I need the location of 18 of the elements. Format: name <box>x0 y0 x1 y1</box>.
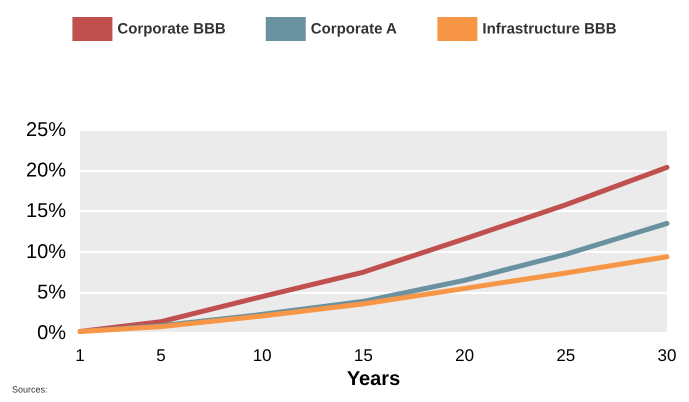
x-tick-label: 30 <box>658 346 676 366</box>
source-note: Sources: <box>12 384 48 394</box>
legend-label: Corporate A <box>310 20 398 38</box>
legend-label: Infrastructure BBB <box>482 20 617 38</box>
x-axis-title: Years <box>346 368 400 390</box>
x-tick-label: 10 <box>252 346 272 366</box>
x-tick-label: 15 <box>354 346 373 366</box>
y-tick-label: 25% <box>26 119 66 141</box>
x-tick-label: 1 <box>75 346 85 366</box>
x-tick-label: 20 <box>455 346 474 366</box>
x-tick-label: 5 <box>156 346 166 366</box>
y-tick-label: 20% <box>26 160 66 182</box>
legend-label: Corporate BBB <box>117 20 226 38</box>
x-tick-label: 25 <box>556 346 576 366</box>
y-tick-label: 15% <box>26 200 66 222</box>
y-tick-label: 0% <box>37 322 66 344</box>
y-tick-label: 5% <box>37 281 66 304</box>
y-tick-label: 10% <box>26 240 66 263</box>
